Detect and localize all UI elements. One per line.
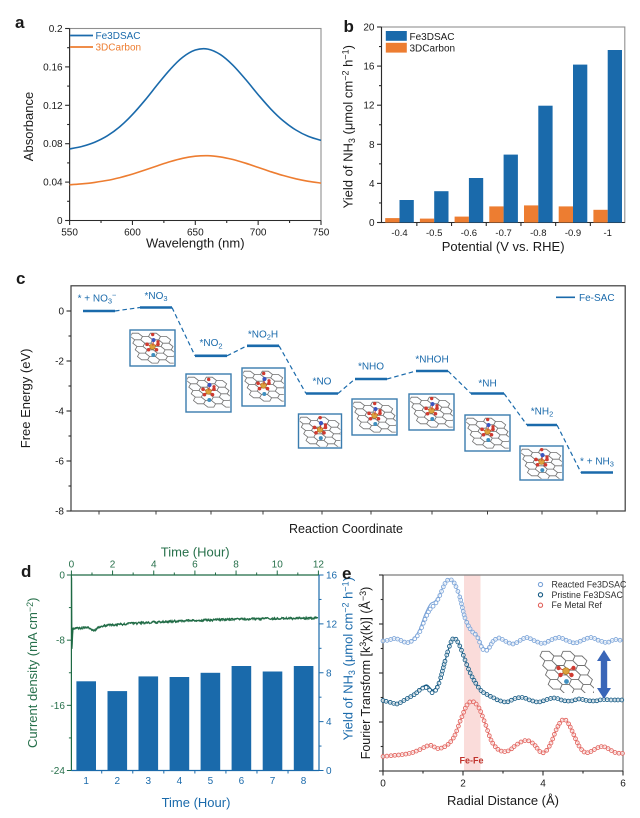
svg-text:0: 0 [59,571,65,582]
svg-text:-16: -16 [50,701,65,712]
svg-text:0: 0 [369,218,375,229]
svg-text:3DCarbon: 3DCarbon [410,44,456,55]
svg-text:-0.7: -0.7 [495,228,511,239]
svg-text:0.04: 0.04 [43,178,63,189]
svg-text:0: 0 [58,307,64,318]
svg-text:-0.5: -0.5 [426,228,442,239]
svg-text:-0.4: -0.4 [391,228,407,239]
svg-text:Fe Metal Ref: Fe Metal Ref [552,600,603,610]
svg-text:4: 4 [326,717,332,728]
svg-text:0: 0 [69,560,75,571]
svg-text:650: 650 [187,228,204,239]
svg-text:700: 700 [250,228,267,239]
svg-text:b: b [344,17,354,36]
svg-text:Absorbance: Absorbance [21,92,36,161]
svg-text:750: 750 [313,228,330,239]
svg-text:-2: -2 [55,357,64,368]
svg-text:8: 8 [326,668,332,679]
svg-text:16: 16 [326,571,338,582]
svg-text:Reaction Coordinate: Reaction Coordinate [289,522,403,536]
svg-text:8: 8 [369,140,375,151]
svg-text:4: 4 [540,779,546,790]
svg-text:12: 12 [326,619,338,630]
svg-text:-6: -6 [55,457,64,468]
svg-text:*NO2: *NO2 [199,338,222,350]
svg-text:3: 3 [146,776,152,787]
svg-text:Time (Hour): Time (Hour) [162,795,231,810]
svg-text:0: 0 [57,216,63,227]
svg-text:Wavelength (nm): Wavelength (nm) [146,236,245,251]
svg-text:-4: -4 [55,407,64,418]
svg-text:12: 12 [363,101,375,112]
svg-text:*NO: *NO [313,376,332,387]
svg-text:-24: -24 [50,766,65,777]
svg-text:-0.6: -0.6 [461,228,477,239]
svg-text:Fe-Fe: Fe-Fe [459,756,483,766]
svg-text:0: 0 [380,779,386,790]
svg-text:2: 2 [460,779,466,790]
svg-text:-0.8: -0.8 [530,228,546,239]
svg-text:Fe-SAC: Fe-SAC [579,293,615,304]
svg-text:5: 5 [208,776,214,787]
svg-text:0.2: 0.2 [49,24,63,35]
svg-text:*NH2: *NH2 [531,406,554,418]
svg-text:7: 7 [270,776,276,787]
svg-text:-1: -1 [603,228,611,239]
svg-text:12: 12 [313,560,325,571]
svg-text:1: 1 [83,776,89,787]
svg-text:3DCarbon: 3DCarbon [96,43,142,54]
svg-text:Radial Distance (Å): Radial Distance (Å) [447,793,559,808]
svg-text:4: 4 [177,776,183,787]
svg-text:2: 2 [114,776,120,787]
svg-text:10: 10 [272,560,284,571]
svg-text:c: c [16,269,25,288]
svg-text:Yield of NH3 (μmol cm−2 h−1): Yield of NH3 (μmol cm−2 h−1) [341,45,358,208]
svg-text:*NHOH: *NHOH [415,355,448,366]
svg-text:Reacted Fe3DSAC: Reacted Fe3DSAC [552,580,627,590]
svg-text:Free Energy (eV): Free Energy (eV) [18,349,33,449]
svg-text:Yield of NH3 (μmol cm−2 h−1): Yield of NH3 (μmol cm−2 h−1) [341,577,358,740]
svg-text:0: 0 [326,766,332,777]
svg-text:0.12: 0.12 [43,101,63,112]
svg-text:Potential (V vs. RHE): Potential (V vs. RHE) [442,239,565,254]
svg-text:*NO3: *NO3 [144,291,167,303]
svg-text:8: 8 [301,776,307,787]
svg-text:*NH: *NH [478,378,496,389]
svg-text:0.16: 0.16 [43,62,63,73]
svg-text:Fe3DSAC: Fe3DSAC [96,31,141,42]
svg-text:8: 8 [233,560,239,571]
svg-text:-8: -8 [55,507,64,518]
svg-text:2: 2 [110,560,116,571]
svg-text:20: 20 [363,23,375,34]
svg-text:16: 16 [363,62,375,73]
svg-text:-0.9: -0.9 [565,228,581,239]
svg-text:Fe3DSAC: Fe3DSAC [410,32,455,43]
svg-text:6: 6 [192,560,198,571]
svg-text:6: 6 [620,779,626,790]
svg-text:Time (Hour): Time (Hour) [161,545,230,560]
svg-text:*NO2H: *NO2H [248,329,278,341]
svg-text:600: 600 [124,228,141,239]
svg-text:6: 6 [239,776,245,787]
svg-text:0.08: 0.08 [43,139,63,150]
svg-text:* + NH3: * + NH3 [580,456,614,468]
svg-text:550: 550 [61,228,78,239]
svg-text:Pristine Fe3DSAC: Pristine Fe3DSAC [552,590,624,600]
svg-text:d: d [21,562,31,581]
svg-text:4: 4 [369,179,375,190]
svg-text:a: a [15,13,25,32]
svg-text:Fourier Transform [k3χ(k)] (Å−: Fourier Transform [k3χ(k)] (Å−3) [358,587,373,760]
svg-text:* + NO3−: * + NO3− [78,291,117,306]
svg-text:*NHO: *NHO [358,361,384,372]
svg-text:4: 4 [151,560,157,571]
svg-text:Current density (mA cm−2): Current density (mA cm−2) [25,598,40,748]
svg-text:e: e [342,564,351,583]
svg-text:-8: -8 [56,636,65,647]
